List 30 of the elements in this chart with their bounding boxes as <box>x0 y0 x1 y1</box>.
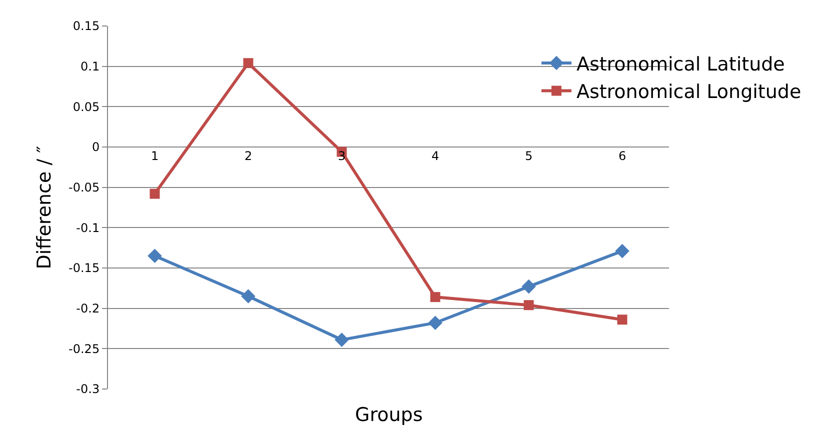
y-tick-label: 0 <box>92 140 100 154</box>
point <box>428 316 442 330</box>
x-tick-label: 4 <box>431 149 440 163</box>
point <box>522 279 536 294</box>
point <box>430 292 440 302</box>
y-tick-label: 0.15 <box>72 19 100 34</box>
legend-label: Astronomical Longitude <box>576 81 802 104</box>
point <box>615 244 630 258</box>
x-tick-label: 1 <box>150 149 159 163</box>
y-tick-label: 0.05 <box>72 100 100 114</box>
point <box>334 332 349 347</box>
y-tick-label: -0.05 <box>68 180 100 195</box>
point <box>243 58 254 68</box>
x-tick-label: 5 <box>524 149 533 163</box>
legend-label: Astronomical Latitude <box>576 53 785 76</box>
point <box>617 314 628 325</box>
y-tick-label: -0.1 <box>76 220 100 235</box>
y-tick-label: -0.15 <box>68 261 100 276</box>
y-tick-label: -0.25 <box>68 342 100 356</box>
x-tick-label: 2 <box>244 149 252 163</box>
y-tick-label: -0.2 <box>76 302 100 316</box>
point <box>524 300 534 310</box>
point <box>150 188 160 199</box>
x-tick-label: 6 <box>618 149 626 163</box>
y-tick-label: -0.3 <box>76 382 100 396</box>
y-axis-title: Difference / ″ <box>33 146 56 270</box>
x-axis-title: Groups <box>355 404 423 426</box>
point <box>241 289 256 304</box>
y-tick-label: 0.1 <box>80 60 100 74</box>
point <box>148 248 162 264</box>
